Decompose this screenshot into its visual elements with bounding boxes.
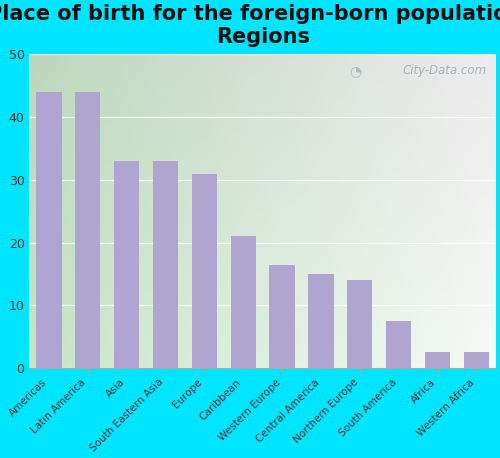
Bar [192,174,217,368]
Text: ◔: ◔ [349,64,361,78]
Bar [114,161,140,368]
Bar [464,352,489,368]
Bar [75,92,100,368]
Bar [36,92,62,368]
Bar [270,265,294,368]
Title: Place of birth for the foreign-born population -
Regions: Place of birth for the foreign-born popu… [0,4,500,47]
Bar [153,161,178,368]
Text: City-Data.com: City-Data.com [402,64,486,77]
Bar [425,352,450,368]
Bar [347,280,372,368]
Bar [386,321,411,368]
Bar [230,236,256,368]
Bar [308,274,334,368]
